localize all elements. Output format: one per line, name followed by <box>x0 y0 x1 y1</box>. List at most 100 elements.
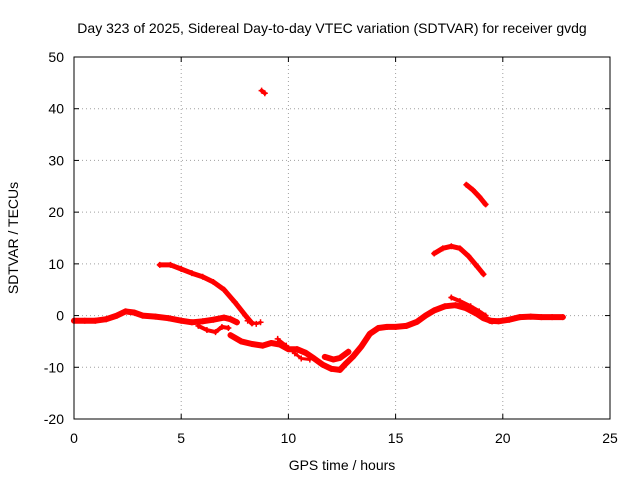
data-point <box>283 342 290 349</box>
data-point <box>538 314 545 321</box>
y-tick-label: -20 <box>44 411 64 427</box>
data-point <box>131 309 138 316</box>
data-point <box>336 366 343 373</box>
data-point <box>431 307 438 314</box>
data-point <box>422 312 429 319</box>
data-point <box>559 314 566 321</box>
data-point <box>210 278 217 285</box>
data-point <box>178 317 185 324</box>
data-point <box>384 323 391 330</box>
plot-frame <box>73 56 611 420</box>
data-point <box>238 338 245 345</box>
y-tick-label: 50 <box>48 49 64 65</box>
y-axis-label: SDTVAR / TECUs <box>5 182 21 294</box>
data-point <box>261 90 268 97</box>
data-point <box>221 286 228 293</box>
data-point <box>139 312 146 319</box>
data-point <box>248 341 255 348</box>
data-point <box>469 186 476 193</box>
data-point <box>467 303 474 310</box>
data-point <box>188 270 195 277</box>
data-point <box>231 299 238 306</box>
data-point <box>274 335 281 342</box>
data-point <box>276 341 283 348</box>
data-point <box>306 356 313 363</box>
y-tick-label: 0 <box>56 308 64 324</box>
data-point <box>257 319 264 326</box>
x-tick-label: 10 <box>281 430 297 446</box>
data-point <box>212 329 219 336</box>
y-tick-label: -10 <box>44 359 64 375</box>
data-point <box>81 317 88 324</box>
data-point <box>225 324 232 331</box>
data-point <box>203 327 210 334</box>
data-point <box>253 320 260 327</box>
data-point <box>414 318 421 325</box>
data-point <box>291 350 298 357</box>
x-axis-label: GPS time / hours <box>289 457 396 473</box>
data-point <box>330 356 337 363</box>
data-point <box>195 322 202 329</box>
axis-ticks: 0 5 10 15 20 25 -20 -10 0 10 20 30 40 50 <box>44 49 618 446</box>
data-point <box>103 316 110 323</box>
series-arc-7 <box>321 348 352 363</box>
x-tick-label: 20 <box>495 430 511 446</box>
y-tick-label: 40 <box>48 101 64 117</box>
data-point <box>167 261 174 268</box>
data-point <box>448 243 455 250</box>
data-point <box>476 193 483 200</box>
series-arc-12 <box>463 182 489 207</box>
data-point <box>321 353 328 360</box>
x-tick-label: 0 <box>70 430 78 446</box>
x-tick-label: 5 <box>177 430 185 446</box>
data-point <box>268 339 275 346</box>
data-point <box>113 312 120 319</box>
data-point <box>463 181 470 188</box>
x-tick-label: 25 <box>602 430 618 446</box>
data-point <box>199 273 206 280</box>
data-point <box>221 314 228 321</box>
data-point <box>92 317 99 324</box>
series-arc-11 <box>431 243 486 277</box>
data-point <box>233 319 240 326</box>
data-point <box>456 245 463 252</box>
data-point <box>336 354 343 361</box>
data-point <box>258 87 265 94</box>
data-point <box>293 346 300 353</box>
grid-lines <box>74 57 610 419</box>
data-point <box>476 308 483 315</box>
data-point <box>375 324 382 331</box>
data-point <box>474 263 481 270</box>
data-point <box>227 316 234 323</box>
data-point <box>448 294 455 301</box>
data-point <box>343 360 350 367</box>
data-point <box>403 322 410 329</box>
data-point <box>152 313 159 320</box>
data-point <box>328 365 335 372</box>
data-point <box>486 317 493 324</box>
series-arc-3 <box>157 262 255 326</box>
data-point <box>431 250 438 257</box>
data-point <box>452 302 459 309</box>
data-point <box>465 253 472 260</box>
data-point <box>218 323 225 330</box>
data-point <box>188 319 195 326</box>
data-point <box>495 318 502 325</box>
data-point <box>122 308 129 315</box>
data-point <box>441 303 448 310</box>
data-point <box>392 323 399 330</box>
data-point <box>480 271 487 278</box>
data-point <box>527 313 534 320</box>
data-point <box>456 298 463 305</box>
data-point <box>165 315 172 322</box>
y-tick-label: 30 <box>48 152 64 168</box>
data-point <box>516 314 523 321</box>
data-point <box>345 348 352 355</box>
data-point <box>549 314 556 321</box>
data-point <box>302 349 309 356</box>
data-point <box>242 312 249 319</box>
data-point <box>366 330 373 337</box>
y-tick-label: 20 <box>48 204 64 220</box>
data-point <box>439 245 446 252</box>
